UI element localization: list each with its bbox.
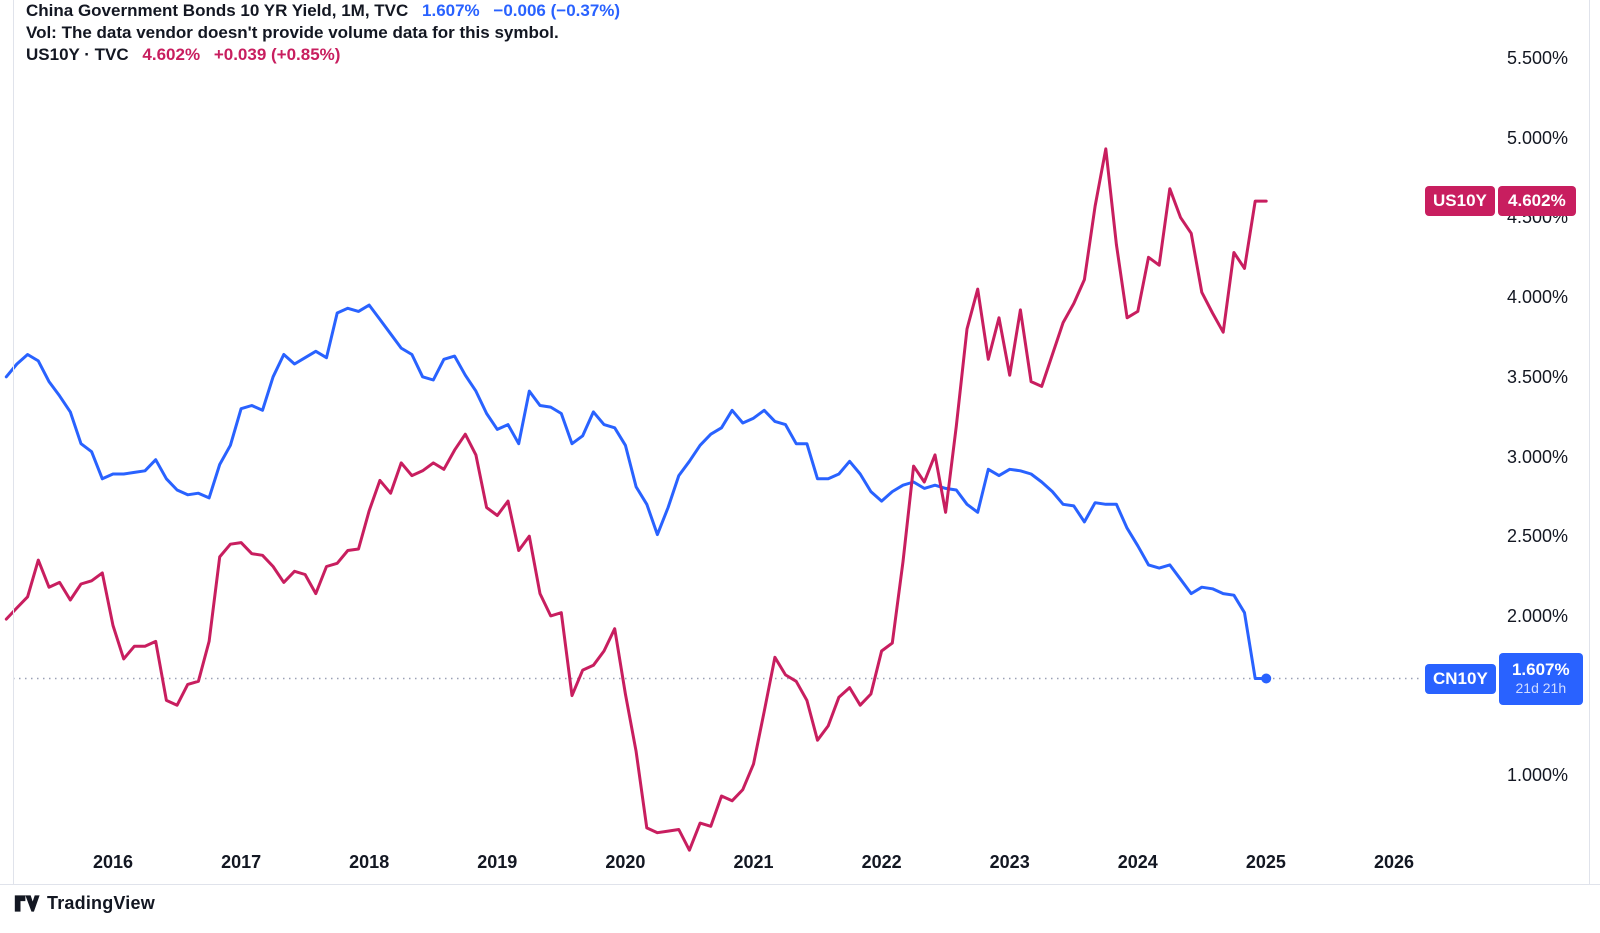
compare-symbol-title: US10Y · TVC bbox=[26, 45, 129, 64]
volume-notice-text: Vol: The data vendor doesn't provide vol… bbox=[26, 23, 559, 42]
compare-last-value: 4.602% bbox=[142, 45, 201, 64]
price-axis-label-5.000: 5.000% bbox=[1506, 127, 1568, 148]
cn10y-badge-symbol: CN10Y bbox=[1425, 663, 1496, 694]
volume-notice: Vol: The data vendor doesn't provide vol… bbox=[26, 22, 620, 44]
time-axis-label-2017: 2017 bbox=[221, 852, 262, 872]
cn10y-price-badge: CN10Y 1.607% 21d 21h bbox=[1425, 652, 1583, 705]
time-axis-label-2018: 2018 bbox=[349, 852, 390, 872]
price-axis-label-5.500: 5.500% bbox=[1506, 48, 1568, 68]
main-symbol-title: China Government Bonds 10 YR Yield, 1M, … bbox=[26, 1, 409, 20]
pane-left-border bbox=[13, 0, 14, 884]
cn10y-badge-price: 1.607% bbox=[1511, 660, 1570, 680]
time-axis-label-2016: 2016 bbox=[92, 852, 134, 872]
compare-change: +0.039 (+0.85%) bbox=[213, 45, 341, 64]
price-chart-pane[interactable] bbox=[0, 0, 1600, 885]
time-axis-label-2023: 2023 bbox=[989, 852, 1030, 872]
cn10y-badge-countdown: 21d 21h bbox=[1515, 680, 1567, 697]
time-axis-label-2026: 2026 bbox=[1373, 852, 1415, 872]
time-axis-label-2020: 2020 bbox=[605, 852, 646, 872]
us10y-line[interactable] bbox=[4, 147, 1268, 852]
time-axis-label-2024: 2024 bbox=[1117, 852, 1158, 872]
time-axis-label-2022: 2022 bbox=[861, 852, 902, 872]
main-change: −0.006 (−0.37%) bbox=[493, 1, 621, 20]
price-scale-border bbox=[1589, 0, 1590, 884]
tradingview-logo-text: TradingView bbox=[47, 893, 155, 913]
tradingview-logo[interactable]: TradingView bbox=[14, 893, 155, 914]
price-axis-label-3.500: 3.500% bbox=[1506, 366, 1568, 387]
main-last-value: 1.607% bbox=[422, 1, 480, 20]
price-axis-label-3.000: 3.000% bbox=[1506, 446, 1568, 467]
time-axis-label-2021: 2021 bbox=[733, 852, 774, 872]
us10y-badge-value: 4.602% bbox=[1497, 186, 1576, 217]
cn10y-badge-value: 1.607% 21d 21h bbox=[1498, 652, 1583, 705]
price-axis-label-1.000: 1.000% bbox=[1506, 765, 1568, 786]
tradingview-logo-icon bbox=[14, 895, 40, 912]
us10y-badge-symbol: US10Y bbox=[1425, 186, 1495, 217]
main-series-legend[interactable]: China Government Bonds 10 YR Yield, 1M, … bbox=[26, 0, 620, 22]
cn10y-line[interactable] bbox=[4, 303, 1268, 680]
price-axis-label-2.000: 2.000% bbox=[1506, 605, 1568, 626]
chart-legend: China Government Bonds 10 YR Yield, 1M, … bbox=[26, 0, 620, 66]
footer-bar: TradingView bbox=[0, 884, 1600, 933]
time-axis-label-2025: 2025 bbox=[1245, 852, 1286, 872]
cn10y-last-point-dot bbox=[1261, 673, 1272, 684]
price-axis-label-4.000: 4.000% bbox=[1506, 287, 1568, 308]
us10y-price-badge: US10Y 4.602% bbox=[1425, 186, 1576, 217]
compare-series-legend[interactable]: US10Y · TVC 4.602% +0.039 (+0.85%) bbox=[26, 44, 620, 66]
price-axis-label-2.500: 2.500% bbox=[1506, 526, 1568, 547]
time-axis-label-2019: 2019 bbox=[477, 852, 518, 872]
